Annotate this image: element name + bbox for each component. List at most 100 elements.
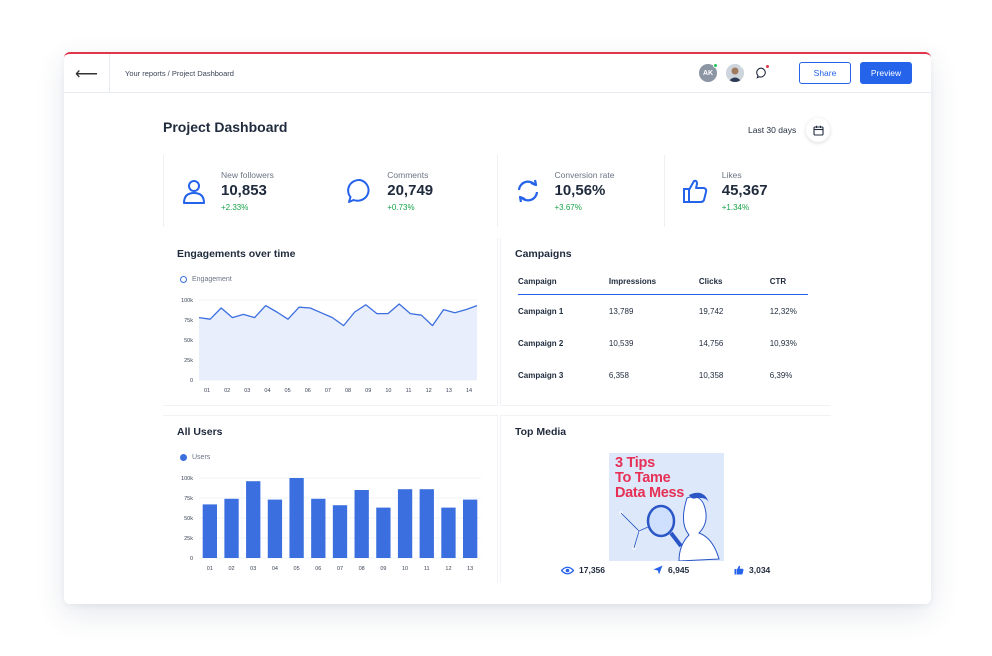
media-title-line: Data Mess: [615, 485, 685, 501]
y-tick-label: 75k: [184, 496, 193, 502]
bar: [419, 489, 434, 558]
column-header[interactable]: Campaign: [518, 277, 557, 286]
user-icon: [183, 180, 205, 204]
y-tick-label: 75k: [184, 318, 193, 324]
x-tick-label: 06: [305, 388, 311, 394]
table-cell: 6,39%: [769, 370, 793, 380]
x-tick-label: 11: [424, 566, 430, 572]
avatar-photo[interactable]: [726, 64, 744, 82]
users-panel: All Users Users 0 25k 50k 75k 100k 01 02 03 04 05…: [163, 415, 498, 583]
kpi-label: Comments: [387, 170, 429, 180]
media-image-text: 3 Tips To Tame Data Mess: [615, 456, 684, 501]
kpi-value: 45,367: [721, 182, 768, 199]
users-bar-chart: 0 25k 50k 75k 100k 01 02 03 04 05 06 07 08 09 10 11 12 13: [181, 476, 481, 572]
back-button[interactable]: ⟵: [64, 54, 110, 93]
x-tick-label: 09: [380, 566, 386, 572]
area-fill: [199, 304, 477, 380]
campaigns-table: Campaign Impressions Clicks CTR Campaign…: [518, 277, 808, 391]
y-tick-label: 25k: [184, 536, 193, 542]
shares-count: 6,945: [668, 565, 690, 575]
panel-title: Campaigns: [515, 248, 572, 260]
x-tick-label: 14: [466, 388, 472, 394]
media-title-line: To Tame: [615, 470, 671, 486]
x-tick-label: 04: [272, 566, 278, 572]
date-range-label[interactable]: Last 30 days: [748, 125, 797, 135]
avatar[interactable]: AK: [699, 63, 718, 82]
thumbs-up-icon: [682, 179, 707, 203]
bar: [441, 507, 456, 558]
kpi-label: Likes: [721, 170, 742, 180]
column-header[interactable]: CTR: [769, 277, 787, 286]
kpi-value: 10,56%: [554, 182, 606, 199]
preview-button[interactable]: Preview: [860, 62, 912, 84]
bar: [267, 499, 283, 558]
send-icon: [653, 565, 663, 575]
kpi-row: New followers 10,853 +2.33% Comments 20,…: [163, 155, 831, 227]
engagement-panel: Engagements over time Engagement 0 25k 50k…: [163, 238, 498, 406]
legend-label: Users: [192, 454, 211, 461]
table-row[interactable]: Campaign 3 6,358 10,358 6,39%: [518, 359, 808, 391]
x-tick-label: 02: [224, 388, 230, 394]
kpi-delta: +0.73%: [387, 203, 415, 212]
media-illustration: [619, 492, 720, 561]
top-media-panel: Top Media 3 Tips To Tame Data Mess: [500, 415, 831, 583]
page-title: Project Dashboard: [163, 119, 288, 135]
kpi-card-conversion: Conversion rate 10,56% +3.67%: [496, 155, 664, 227]
x-tick-label: 04: [264, 388, 270, 394]
y-tick-label: 50k: [184, 338, 193, 344]
table-row[interactable]: Campaign 1 13,789 19,742 12,32%: [518, 295, 808, 327]
bar: [246, 481, 261, 558]
table-row[interactable]: Campaign 2 10,539 14,756 10,93%: [518, 327, 808, 359]
x-tick-label: 02: [228, 566, 234, 572]
table-cell: 14,756: [698, 338, 724, 348]
likes-stat: 3,034: [734, 565, 770, 575]
chat-button[interactable]: [753, 64, 771, 82]
x-tick-label: 13: [467, 566, 473, 572]
table-cell: 19,742: [698, 306, 724, 316]
table-cell: 6,358: [608, 370, 629, 380]
engagement-line-chart: 0 25k 50k 75k 100k 01 02 03 04 05 06 07 08 09 10 11 12 13…: [181, 298, 478, 394]
x-tick-label: 09: [365, 388, 371, 394]
comment-icon: [347, 178, 370, 203]
avatar-initials: AK: [702, 69, 714, 77]
media-stats: 17,356 6,945 3,034: [561, 565, 781, 575]
table-cell: 12,32%: [769, 306, 797, 316]
y-tick-label: 100k: [181, 298, 193, 304]
x-tick-label: 01: [207, 566, 213, 572]
online-status-dot: [740, 64, 744, 68]
top-bar: ⟵ Your reports / Project Dashboard AK Sh…: [64, 54, 931, 93]
chat-bubble-icon: [756, 67, 766, 79]
y-tick-label: 0: [190, 378, 193, 384]
column-header[interactable]: Impressions: [608, 277, 657, 286]
y-tick-label: 50k: [184, 516, 193, 522]
breadcrumb[interactable]: Your reports / Project Dashboard: [125, 69, 234, 78]
kpi-card-comments: Comments 20,749 +0.73%: [330, 155, 496, 227]
x-tick-label: 12: [445, 566, 451, 572]
kpi-delta: +3.67%: [554, 203, 582, 212]
online-status-dot: [713, 63, 718, 68]
legend-marker: [180, 454, 187, 461]
bar: [462, 499, 478, 558]
share-button[interactable]: Share: [799, 62, 851, 84]
table-header: Campaign Impressions Clicks CTR: [518, 277, 808, 295]
refresh-icon: [517, 179, 538, 203]
x-tick-label: 08: [345, 388, 351, 394]
table-cell: 10,358: [698, 370, 724, 380]
column-header[interactable]: Clicks: [698, 277, 723, 286]
chart-legend: Users: [180, 454, 210, 461]
legend-label: Engagement: [192, 276, 232, 283]
kpi-card-likes: Likes 45,367 +1.34%: [663, 155, 831, 227]
kpi-delta: +2.33%: [221, 203, 249, 212]
x-tick-label: 12: [426, 388, 432, 394]
views-stat: 17,356: [561, 565, 653, 575]
date-picker-button[interactable]: [806, 118, 830, 142]
y-tick-label: 25k: [184, 358, 193, 364]
table-cell: 10,539: [608, 338, 634, 348]
person-photo-icon: [726, 64, 744, 82]
panel-title: All Users: [177, 426, 223, 438]
thumbs-up-icon: [734, 565, 744, 575]
table-cell: Campaign 3: [518, 370, 564, 380]
x-tick-label: 05: [285, 388, 291, 394]
media-thumbnail[interactable]: 3 Tips To Tame Data Mess: [609, 453, 724, 561]
y-tick-label: 100k: [181, 476, 193, 482]
